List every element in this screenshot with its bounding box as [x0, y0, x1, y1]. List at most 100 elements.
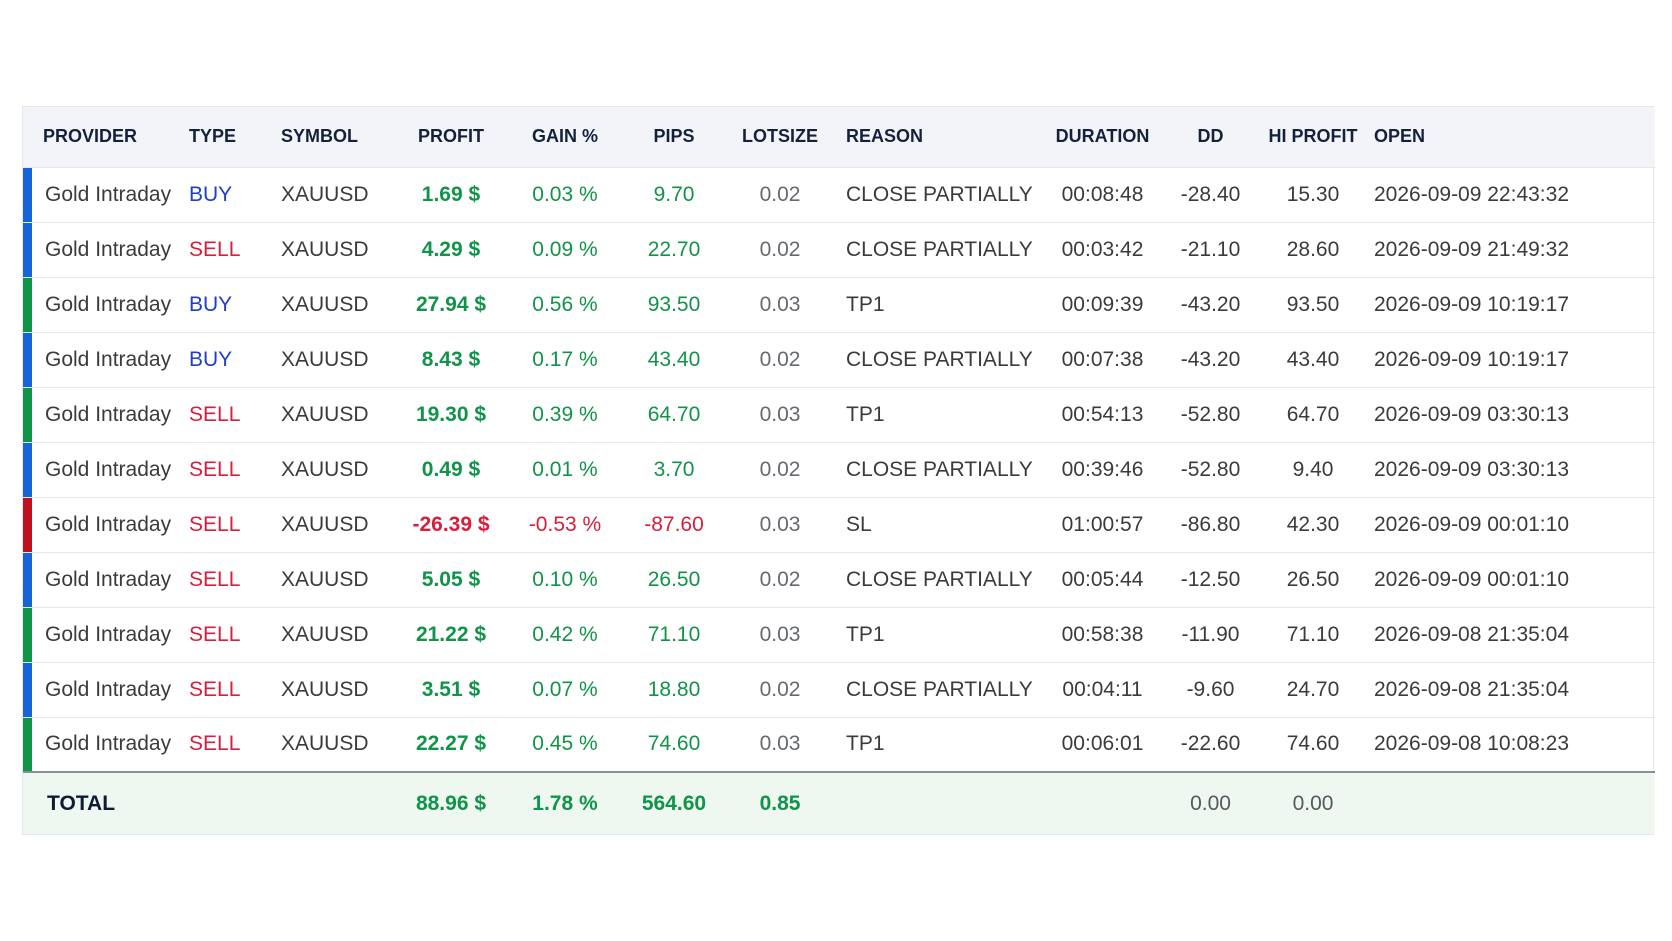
hi-profit-cell: 42.30: [1286, 512, 1340, 536]
reason-cell: CLOSE PARTIALLY: [846, 457, 1033, 481]
table-row[interactable]: Gold Intraday SELL XAUUSD 19.30 $ 0.39 % 64.7…: [23, 387, 1655, 442]
table-row[interactable]: Gold Intraday BUY XAUUSD 1.69 $ 0.03 % 9.70 0.…: [23, 167, 1655, 222]
reason-cell: CLOSE PARTIALLY: [846, 677, 1033, 701]
table-row[interactable]: Gold Intraday SELL XAUUSD 0.49 $ 0.01 % 3.70 0…: [23, 442, 1655, 497]
type-cell: SELL: [189, 567, 241, 591]
type-cell: SELL: [189, 732, 241, 756]
symbol-cell: XAUUSD: [281, 457, 369, 481]
open-time-cell: 2026-09-09 21:49:32: [1374, 237, 1569, 261]
type-cell: SELL: [189, 677, 241, 701]
duration-cell: 00:05:44: [1061, 567, 1144, 591]
pips-cell: 22.70: [647, 237, 701, 261]
header-gain[interactable]: GAIN %: [531, 126, 598, 147]
header-hi-profit[interactable]: HI PROFIT: [1268, 126, 1358, 147]
lotsize-cell: 0.03: [759, 292, 801, 316]
hi-profit-cell: 43.40: [1286, 347, 1340, 371]
table-row[interactable]: Gold Intraday SELL XAUUSD 21.22 $ 0.42 % 71.1…: [23, 607, 1655, 662]
open-time-cell: 2026-09-08 21:35:04: [1374, 622, 1569, 646]
provider-cell: Gold Intraday: [45, 512, 172, 536]
dd-cell: -86.80: [1180, 512, 1241, 536]
table-row[interactable]: Gold Intraday BUY XAUUSD 8.43 $ 0.17 % 43.40 0…: [23, 332, 1655, 387]
reason-cell: TP1: [846, 622, 885, 646]
gain-cell: 0.01 %: [532, 457, 598, 481]
reason-cell: CLOSE PARTIALLY: [846, 182, 1033, 206]
gain-cell: 0.03 %: [532, 182, 598, 206]
provider-cell: Gold Intraday: [45, 182, 172, 206]
reason-cell: TP1: [846, 732, 885, 756]
provider-cell: Gold Intraday: [45, 402, 172, 426]
duration-cell: 00:54:13: [1061, 402, 1144, 426]
type-cell: SELL: [189, 237, 241, 261]
trades-table-panel: PROVIDER TYPE SYMBOL PROFIT GAIN % PIPS …: [22, 106, 1655, 835]
header-lotsize[interactable]: LOTSIZE: [742, 126, 818, 147]
gain-cell: 0.07 %: [532, 677, 598, 701]
dd-cell: -12.50: [1180, 567, 1241, 591]
pips-cell: 26.50: [647, 567, 701, 591]
lotsize-cell: 0.03: [759, 512, 801, 536]
header-symbol[interactable]: SYMBOL: [281, 126, 359, 147]
open-time-cell: 2026-09-09 10:19:17: [1374, 347, 1569, 371]
total-empty-duration: [1046, 772, 1159, 834]
lotsize-cell: 0.03: [759, 732, 801, 756]
lotsize-cell: 0.02: [759, 457, 801, 481]
open-time-cell: 2026-09-09 22:43:32: [1374, 182, 1569, 206]
type-cell: BUY: [189, 292, 233, 316]
symbol-cell: XAUUSD: [281, 292, 369, 316]
table-row[interactable]: Gold Intraday SELL XAUUSD 22.27 $ 0.45 % 74.6…: [23, 717, 1655, 772]
type-cell: SELL: [189, 512, 241, 536]
symbol-cell: XAUUSD: [281, 402, 369, 426]
symbol-cell: XAUUSD: [281, 567, 369, 591]
header-profit[interactable]: PROFIT: [418, 126, 484, 147]
header-dd[interactable]: DD: [1197, 126, 1224, 147]
pips-cell: 18.80: [647, 677, 701, 701]
table-row[interactable]: Gold Intraday BUY XAUUSD 27.94 $ 0.56 % 93.50…: [23, 277, 1655, 332]
total-row: TOTAL 88.96 $ 1.78 % 564.60 0.85 0.00 0.…: [23, 772, 1655, 834]
pips-cell: 9.70: [653, 182, 695, 206]
total-profit: 88.96 $: [415, 791, 487, 815]
profit-cell: 8.43 $: [421, 347, 481, 371]
profit-cell: 27.94 $: [415, 292, 487, 316]
table-row[interactable]: Gold Intraday SELL XAUUSD 5.05 $ 0.10 % 26.50…: [23, 552, 1655, 607]
total-empty-type: [189, 772, 271, 834]
open-time-cell: 2026-09-09 00:01:10: [1374, 567, 1569, 591]
provider-cell: Gold Intraday: [45, 237, 172, 261]
profit-cell: 4.29 $: [421, 237, 481, 261]
gain-cell: 0.45 %: [532, 732, 598, 756]
header-pips[interactable]: PIPS: [653, 126, 695, 147]
duration-cell: 00:58:38: [1061, 622, 1144, 646]
lotsize-cell: 0.03: [759, 402, 801, 426]
status-indicator: [23, 167, 32, 222]
total-empty-symbol: [271, 772, 396, 834]
table-row[interactable]: Gold Intraday SELL XAUUSD -26.39 $ -0.53 % -8…: [23, 497, 1655, 552]
status-indicator: [23, 717, 32, 771]
provider-cell: Gold Intraday: [45, 622, 172, 646]
profit-cell: -26.39 $: [412, 512, 490, 536]
header-type[interactable]: TYPE: [189, 126, 237, 147]
open-time-cell: 2026-09-08 10:08:23: [1374, 732, 1569, 756]
lotsize-cell: 0.03: [759, 622, 801, 646]
type-cell: SELL: [189, 622, 241, 646]
hi-profit-cell: 93.50: [1286, 292, 1340, 316]
total-pips: 564.60: [641, 791, 707, 815]
table-row[interactable]: Gold Intraday SELL XAUUSD 4.29 $ 0.09 % 22.70…: [23, 222, 1655, 277]
total-lotsize: 0.85: [759, 791, 801, 815]
reason-cell: SL: [846, 512, 872, 536]
duration-cell: 00:39:46: [1061, 457, 1144, 481]
duration-cell: 00:03:42: [1061, 237, 1144, 261]
header-provider[interactable]: PROVIDER: [43, 126, 138, 147]
table-row[interactable]: Gold Intraday SELL XAUUSD 3.51 $ 0.07 % 18.80…: [23, 662, 1655, 717]
trades-table: PROVIDER TYPE SYMBOL PROFIT GAIN % PIPS …: [23, 107, 1655, 834]
duration-cell: 00:08:48: [1061, 182, 1144, 206]
hi-profit-cell: 71.10: [1286, 622, 1340, 646]
header-duration[interactable]: DURATION: [1055, 126, 1150, 147]
header-reason[interactable]: REASON: [846, 126, 924, 147]
status-indicator: [23, 607, 32, 662]
header-open[interactable]: OPEN: [1374, 126, 1426, 147]
gain-cell: 0.39 %: [532, 402, 598, 426]
dd-cell: -52.80: [1180, 457, 1241, 481]
hi-profit-cell: 28.60: [1286, 237, 1340, 261]
pips-cell: 64.70: [647, 402, 701, 426]
gain-cell: -0.53 %: [528, 512, 602, 536]
hi-profit-cell: 74.60: [1286, 732, 1340, 756]
symbol-cell: XAUUSD: [281, 512, 369, 536]
